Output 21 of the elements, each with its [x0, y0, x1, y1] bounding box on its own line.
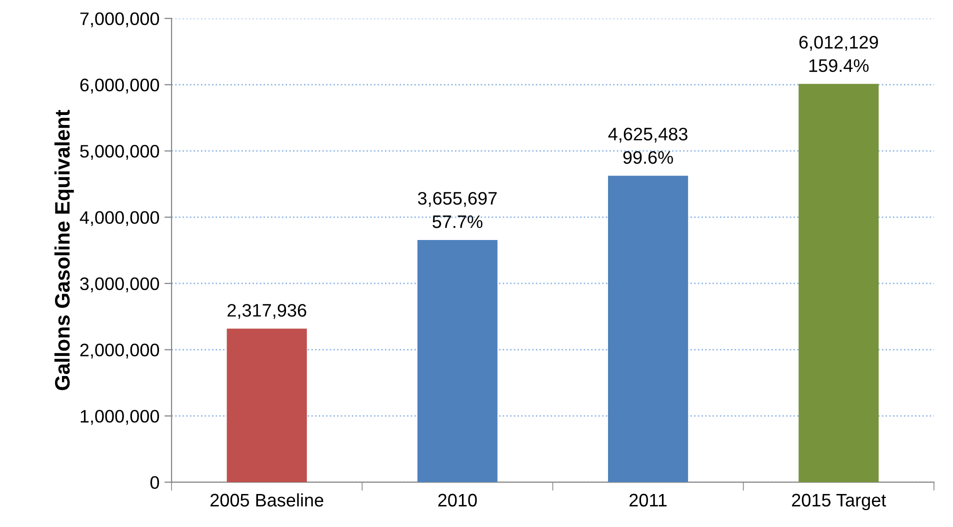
x-tick-label: 2010	[438, 494, 477, 507]
data-label: 6,012,129 159.4%	[799, 36, 878, 72]
y-tick-label: 0	[150, 476, 160, 489]
y-tick-label: 1,000,000	[80, 410, 160, 425]
data-label: 4,625,483 99.6%	[608, 128, 688, 164]
x-tick-label: 2015 Target	[792, 494, 886, 510]
y-tick-label: 2,000,000	[80, 344, 160, 359]
bar	[798, 84, 879, 482]
y-tick-label: 5,000,000	[80, 144, 160, 160]
data-label: 2,317,936	[228, 304, 306, 319]
x-tick-label: 2005 Baseline	[210, 493, 324, 507]
y-tick-label: 3,000,000	[80, 277, 160, 292]
data-label: 3,655,697 57.7%	[418, 192, 497, 228]
bar	[226, 328, 307, 482]
y-tick-label: 6,000,000	[80, 78, 160, 94]
x-tick-label: 2011	[630, 494, 667, 507]
bar	[417, 240, 498, 482]
y-axis-title: Gallons Gasoline Equivalent	[54, 110, 74, 390]
y-tick-label: 7,000,000	[80, 12, 160, 28]
y-tick-label: 4,000,000	[80, 211, 160, 226]
bar	[608, 176, 688, 482]
